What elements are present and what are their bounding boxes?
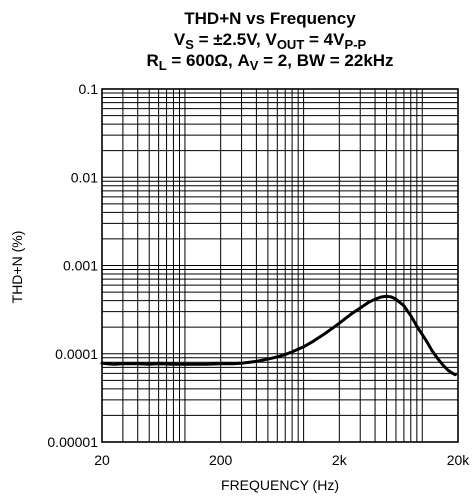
y-tick-label: 0.001 [63,258,98,274]
plot-grid [101,89,459,443]
y-axis-label: THD+N (%) [9,231,25,304]
x-axis-label: FREQUENCY (Hz) [221,477,339,493]
plot-frame [101,88,459,443]
y-tick-label: 0.00001 [47,434,98,450]
x-tick-label: 2k [332,452,348,468]
y-tick-label: 0.1 [79,81,99,97]
chart-subtitle-line-1: VS = ±2.5V, VOUT = 4VP-P [174,30,367,52]
y-tick-label: 0.01 [71,169,98,185]
x-tick-label: 20k [447,452,471,468]
x-tick-label: 20 [94,452,110,468]
chart-subtitle-line-2: RL = 600Ω, AV = 2, BW = 22kHz [146,51,393,73]
series-layer [100,294,457,377]
x-tick-label: 200 [209,452,233,468]
y-tick-label: 0.0001 [55,346,98,362]
chart-title: THD+N vs Frequency [184,9,356,28]
thdn-series-line [100,294,457,377]
tick-labels: 20 200 2k 20k 0.1 0.01 0.001 0.0001 0.00001 [47,81,470,468]
